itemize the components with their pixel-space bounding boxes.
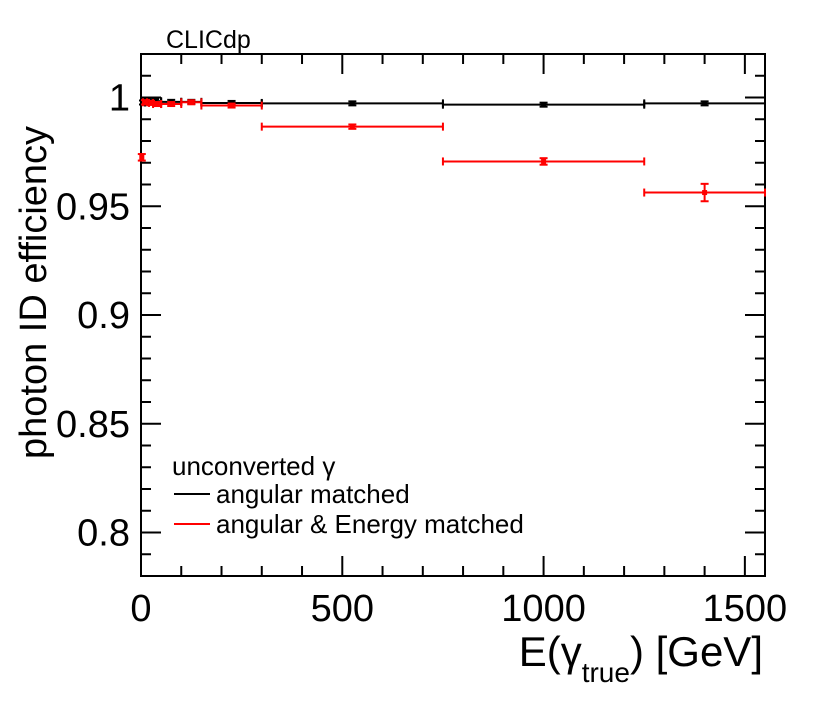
data-point-marker	[541, 158, 547, 164]
series-angular-energy-matched	[137, 98, 766, 203]
data-point-marker	[702, 190, 708, 196]
series-layer	[137, 97, 766, 203]
y-tick-label: 0.85	[56, 404, 130, 446]
data-point-marker	[148, 100, 154, 106]
data-point-marker	[142, 99, 148, 105]
data-point-marker	[702, 100, 708, 106]
legend-title: unconverted γ	[172, 451, 335, 481]
x-tick-label: 500	[311, 588, 374, 630]
y-tick-label: 0.8	[77, 513, 130, 555]
x-axis-label-subscript: true	[582, 657, 630, 688]
data-point-marker	[154, 101, 160, 107]
y-tick-label: 1	[109, 78, 130, 120]
chart-header-label: CLICdp	[166, 26, 251, 54]
y-axis-label: photon ID efficiency	[13, 126, 55, 459]
y-tick-label: 0.9	[77, 295, 130, 337]
x-axis-label: E(γtrue) [GeV]	[519, 628, 763, 688]
x-tick-label: 1000	[501, 588, 586, 630]
x-axis: 0 500 1000 1500	[130, 54, 787, 630]
data-point-marker	[139, 154, 145, 160]
legend: unconverted γ angular matched angular & …	[172, 451, 524, 539]
data-point-marker	[541, 102, 547, 108]
data-point-marker	[349, 100, 355, 106]
data-point-marker	[349, 124, 355, 130]
legend-entry-angular-matched: angular matched	[216, 479, 410, 509]
y-tick-label: 0.95	[56, 186, 130, 228]
y-axis: 0.8 0.85 0.9 0.95 1	[56, 53, 765, 556]
data-point-marker	[229, 103, 235, 109]
legend-entry-energy-matched: angular & Energy matched	[216, 509, 524, 539]
x-tick-label: 0	[130, 588, 151, 630]
x-axis-label-main: E(γ	[519, 628, 582, 675]
x-tick-label: 1500	[703, 588, 788, 630]
data-point-marker	[168, 101, 174, 107]
x-axis-label-suffix: ) [GeV]	[630, 628, 763, 675]
data-point-marker	[188, 99, 194, 105]
